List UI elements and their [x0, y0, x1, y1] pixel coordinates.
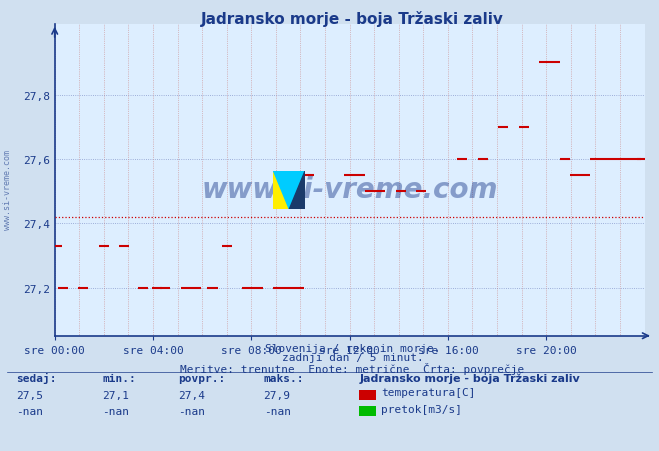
Text: Jadransko morje - boja Tržaski zaliv: Jadransko morje - boja Tržaski zaliv: [201, 11, 504, 27]
Text: -nan: -nan: [16, 406, 43, 416]
Text: -nan: -nan: [102, 406, 129, 416]
Text: www.si-vreme.com: www.si-vreme.com: [3, 150, 13, 229]
Polygon shape: [273, 171, 289, 210]
Text: zadnji dan / 5 minut.: zadnji dan / 5 minut.: [281, 353, 424, 363]
Text: 27,1: 27,1: [102, 390, 129, 400]
Polygon shape: [273, 171, 305, 210]
Text: -nan: -nan: [178, 406, 205, 416]
Polygon shape: [289, 171, 305, 210]
Text: Meritve: trenutne  Enote: metrične  Črta: povprečje: Meritve: trenutne Enote: metrične Črta: …: [181, 362, 525, 374]
Text: sedaj:: sedaj:: [16, 372, 57, 383]
Text: min.:: min.:: [102, 373, 136, 383]
Text: temperatura[C]: temperatura[C]: [381, 387, 475, 397]
Text: maks.:: maks.:: [264, 373, 304, 383]
Text: povpr.:: povpr.:: [178, 373, 225, 383]
Text: 27,9: 27,9: [264, 390, 291, 400]
Text: 27,4: 27,4: [178, 390, 205, 400]
Text: -nan: -nan: [264, 406, 291, 416]
Text: Jadransko morje - boja Tržaski zaliv: Jadransko morje - boja Tržaski zaliv: [359, 373, 580, 383]
Text: pretok[m3/s]: pretok[m3/s]: [381, 404, 462, 414]
Text: Slovenija / reke in morje.: Slovenija / reke in morje.: [265, 344, 440, 354]
Text: www.si-vreme.com: www.si-vreme.com: [202, 176, 498, 204]
Text: 27,5: 27,5: [16, 390, 43, 400]
